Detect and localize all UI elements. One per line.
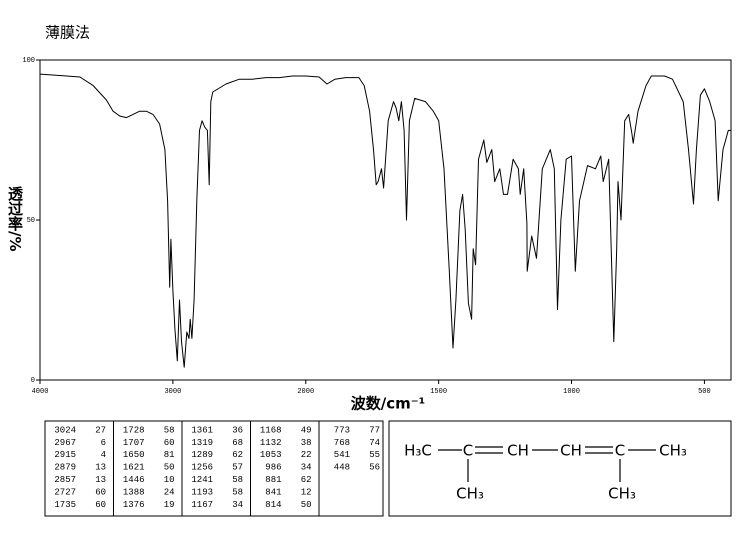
peak-transmittance: 27	[95, 425, 106, 435]
peak-transmittance: 34	[301, 463, 312, 473]
atom-label: CH₃	[456, 485, 484, 503]
peak-transmittance: 58	[232, 475, 243, 485]
peak-transmittance: 60	[95, 500, 106, 510]
atom-label: C	[615, 442, 625, 460]
peak-wavenumber: 1168	[260, 425, 282, 435]
peak-transmittance: 22	[301, 450, 312, 460]
plot-frame	[39, 59, 732, 381]
peak-transmittance: 13	[95, 463, 106, 473]
peak-wavenumber: 986	[265, 463, 281, 473]
peak-transmittance: 60	[95, 487, 106, 497]
atom-label: CH	[560, 442, 582, 460]
peak-wavenumber: 1319	[191, 438, 213, 448]
x-tick-label: 1000	[563, 388, 580, 396]
y-tick-label: 0	[31, 377, 35, 385]
peak-transmittance: 74	[369, 438, 380, 448]
peak-wavenumber: 1735	[54, 500, 76, 510]
peak-wavenumber: 814	[265, 500, 281, 510]
peak-wavenumber: 2967	[54, 438, 76, 448]
peak-wavenumber: 773	[334, 425, 350, 435]
peak-transmittance: 10	[164, 475, 175, 485]
peak-transmittance: 13	[95, 475, 106, 485]
peak-transmittance: 62	[232, 450, 243, 460]
peak-wavenumber: 1446	[123, 475, 145, 485]
x-tick-label: 3000	[164, 388, 181, 396]
peak-wavenumber: 1707	[123, 438, 145, 448]
peak-wavenumber: 541	[334, 450, 350, 460]
peak-transmittance: 49	[301, 425, 312, 435]
peak-transmittance: 24	[164, 487, 175, 497]
peak-wavenumber: 1376	[123, 500, 145, 510]
x-tick-label: 2000	[297, 388, 314, 396]
atom-label: CH	[507, 442, 529, 460]
peak-transmittance: 36	[232, 425, 243, 435]
peak-transmittance: 38	[301, 438, 312, 448]
structure-frame	[388, 420, 732, 517]
table-frame	[44, 420, 384, 517]
atom-label: CH₃	[608, 485, 636, 503]
peak-transmittance: 19	[164, 500, 175, 510]
peak-transmittance: 34	[232, 500, 243, 510]
peak-transmittance: 60	[164, 438, 175, 448]
y-tick-label: 50	[27, 217, 35, 225]
peak-wavenumber: 2915	[54, 450, 76, 460]
peak-wavenumber: 1241	[191, 475, 213, 485]
peak-wavenumber: 448	[334, 463, 350, 473]
peak-wavenumber: 768	[334, 438, 350, 448]
atom-label: H₃C	[404, 442, 432, 460]
peak-transmittance: 58	[232, 487, 243, 497]
y-tick-label: 100	[22, 57, 35, 65]
peak-transmittance: 62	[301, 475, 312, 485]
peak-wavenumber: 1256	[191, 463, 213, 473]
peak-transmittance: 77	[369, 425, 380, 435]
peak-wavenumber: 2857	[54, 475, 76, 485]
x-tick-label: 4000	[32, 388, 49, 396]
peak-wavenumber: 1167	[191, 500, 213, 510]
atom-label: C	[463, 442, 473, 460]
peak-wavenumber: 1621	[123, 463, 145, 473]
peak-wavenumber: 2727	[54, 487, 76, 497]
x-axis-label: 波数/cm⁻¹	[351, 395, 426, 413]
peak-transmittance: 68	[232, 438, 243, 448]
x-tick-label: 500	[698, 388, 711, 396]
peak-wavenumber: 1388	[123, 487, 145, 497]
spectrum-line	[39, 73, 731, 368]
peak-wavenumber: 1053	[260, 450, 282, 460]
peak-wavenumber: 841	[265, 487, 281, 497]
peak-wavenumber: 1650	[123, 450, 145, 460]
peak-wavenumber: 2879	[54, 463, 76, 473]
peak-wavenumber: 1289	[191, 450, 213, 460]
chart-title: 薄膜法	[45, 24, 90, 42]
peak-wavenumber: 1132	[260, 438, 282, 448]
x-tick-label: 1500	[430, 388, 447, 396]
peak-transmittance: 58	[164, 425, 175, 435]
peak-wavenumber: 3024	[54, 425, 76, 435]
peak-transmittance: 81	[164, 450, 175, 460]
peak-transmittance: 56	[369, 463, 380, 473]
peak-transmittance: 12	[301, 487, 312, 497]
peak-wavenumber: 881	[265, 475, 281, 485]
peak-transmittance: 50	[301, 500, 312, 510]
peak-wavenumber: 1361	[191, 425, 213, 435]
peak-transmittance: 6	[101, 438, 106, 448]
bonds	[438, 446, 656, 482]
peak-transmittance: 57	[232, 463, 243, 473]
peak-transmittance: 4	[101, 450, 106, 460]
peak-transmittance: 55	[369, 450, 380, 460]
peak-wavenumber: 1728	[123, 425, 145, 435]
peak-transmittance: 50	[164, 463, 175, 473]
peak-wavenumber: 1193	[191, 487, 213, 497]
y-axis-label: 透过率/%	[6, 186, 24, 252]
atom-label: CH₃	[659, 442, 687, 460]
